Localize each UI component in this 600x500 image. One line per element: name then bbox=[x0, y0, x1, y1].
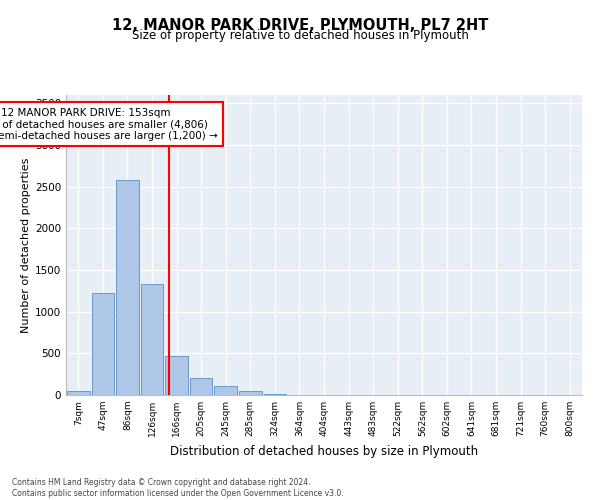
Bar bbox=[165, 356, 188, 395]
Bar bbox=[263, 394, 286, 395]
Bar bbox=[67, 391, 89, 395]
Text: Size of property relative to detached houses in Plymouth: Size of property relative to detached ho… bbox=[131, 29, 469, 42]
X-axis label: Distribution of detached houses by size in Plymouth: Distribution of detached houses by size … bbox=[170, 444, 478, 458]
Bar bbox=[214, 386, 237, 395]
Bar bbox=[140, 284, 163, 395]
Bar bbox=[116, 180, 139, 395]
Text: 12 MANOR PARK DRIVE: 153sqm
← 80% of detached houses are smaller (4,806)
20% of : 12 MANOR PARK DRIVE: 153sqm ← 80% of det… bbox=[0, 108, 218, 140]
Bar bbox=[92, 294, 114, 395]
Bar bbox=[190, 378, 212, 395]
Bar bbox=[239, 391, 262, 395]
Text: Contains HM Land Registry data © Crown copyright and database right 2024.
Contai: Contains HM Land Registry data © Crown c… bbox=[12, 478, 344, 498]
Text: 12, MANOR PARK DRIVE, PLYMOUTH, PL7 2HT: 12, MANOR PARK DRIVE, PLYMOUTH, PL7 2HT bbox=[112, 18, 488, 32]
Y-axis label: Number of detached properties: Number of detached properties bbox=[21, 158, 31, 332]
